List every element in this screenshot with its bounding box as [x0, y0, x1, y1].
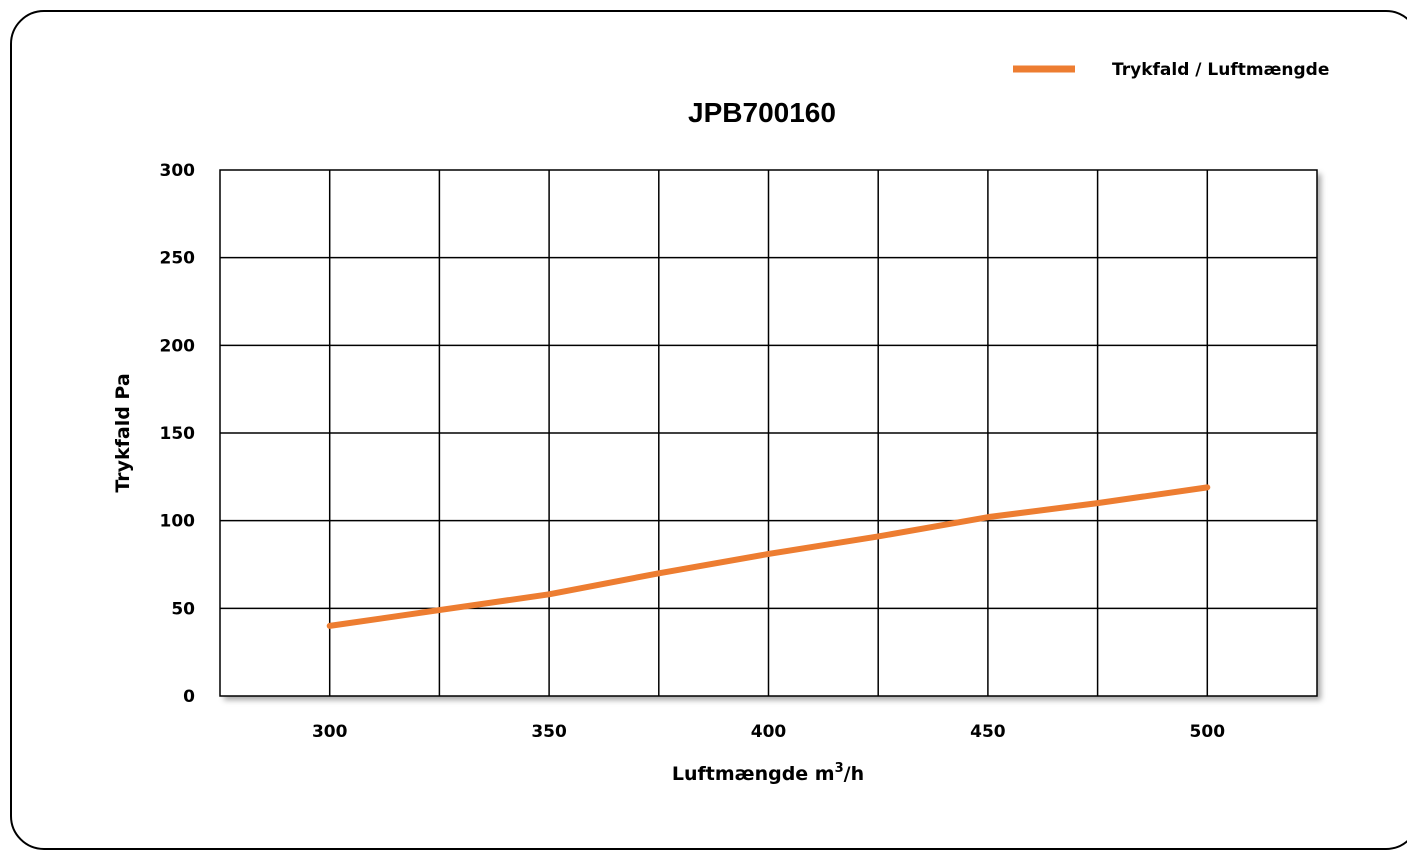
- y-axis-ticks: 0 50 100 150 200 250 300: [160, 161, 196, 707]
- x-tick-label-350: 350: [531, 722, 567, 742]
- y-axis-title: Trykfald Pa: [112, 373, 134, 492]
- chart-title: JPB700160: [688, 97, 836, 128]
- plot-border: [219, 169, 1318, 697]
- y-tick-label-150: 150: [160, 424, 196, 444]
- y-tick-label-100: 100: [160, 512, 196, 532]
- x-tick-label-500: 500: [1190, 722, 1226, 742]
- x-tick-label-400: 400: [751, 722, 787, 742]
- x-axis-title-main: Luftmængde m: [672, 763, 835, 785]
- legend-label: Trykfald / Luftmængde: [1112, 60, 1329, 80]
- series-line-trykfald: [326, 484, 1211, 629]
- y-tick-label-300: 300: [160, 161, 196, 181]
- x-axis-ticks: 300 350 400 450 500: [312, 722, 1225, 742]
- x-tick-label-450: 450: [970, 722, 1006, 742]
- x-tick-label-300: 300: [312, 722, 348, 742]
- y-tick-label-250: 250: [160, 249, 196, 269]
- y-tick-label-50: 50: [171, 599, 195, 619]
- x-axis-title: Luftmængde m3/h: [672, 761, 864, 785]
- y-tick-label-0: 0: [183, 687, 195, 707]
- x-axis-title-suffix: /h: [844, 763, 864, 785]
- x-axis-title-superscript: 3: [835, 761, 844, 776]
- y-tick-label-200: 200: [160, 336, 196, 356]
- chart: JPB700160 Trykfald / Luftmængde 0 50 100 15…: [112, 60, 1329, 785]
- legend: Trykfald / Luftmængde: [1013, 60, 1329, 80]
- gridlines: [220, 170, 1317, 696]
